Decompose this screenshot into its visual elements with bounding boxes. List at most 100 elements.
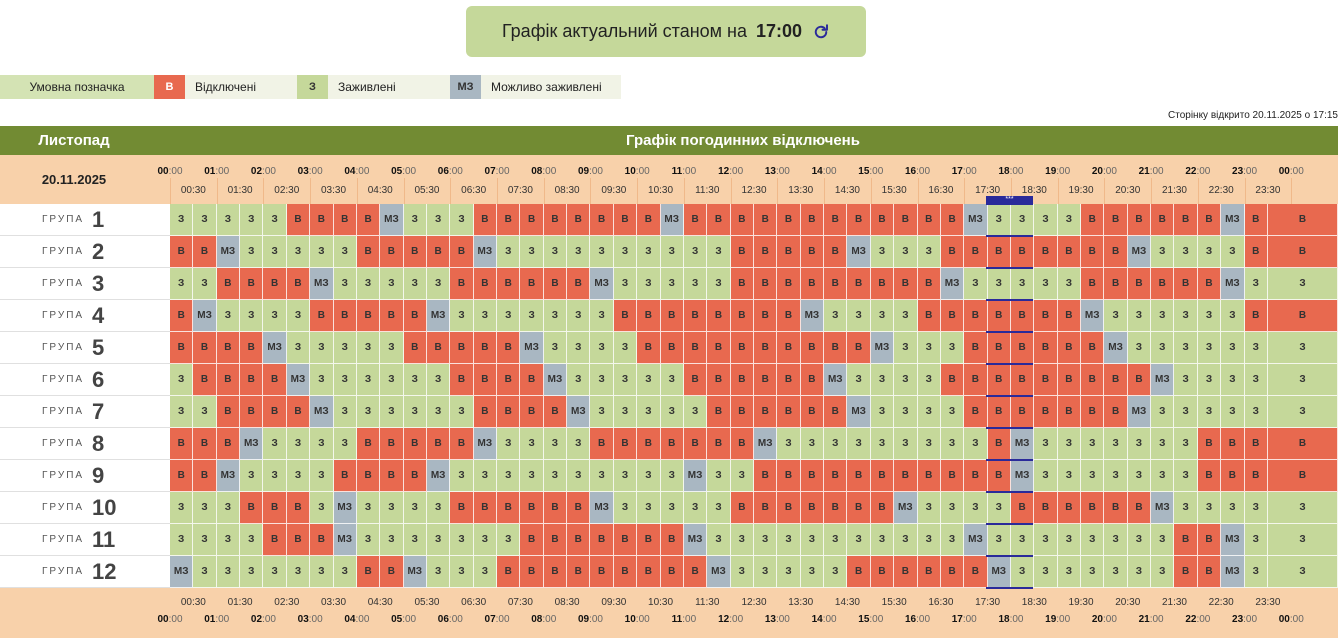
schedule-cell: В (1010, 492, 1035, 524)
schedule-cell: В (356, 204, 381, 236)
schedule-cell: З (567, 460, 591, 492)
schedule-cell: МЗ (683, 524, 708, 556)
schedule-cell: З (450, 524, 474, 556)
schedule-cell: З (824, 556, 848, 588)
schedule-cell: В (286, 492, 311, 524)
schedule-cell: З (730, 460, 754, 492)
hour-label-top: 16:00 (905, 166, 931, 177)
schedule-cell: З (426, 268, 451, 300)
half-hour-label-top: 17:30 (975, 185, 1001, 196)
schedule-cell: В (777, 396, 801, 428)
hour-tick-top (1010, 178, 1012, 204)
schedule-cell: З (1244, 524, 1268, 556)
schedule-cell: МЗ (263, 332, 287, 364)
schedule-cell: В (987, 364, 1011, 396)
schedule-cell: В (1127, 492, 1152, 524)
hour-tick-top (497, 178, 499, 204)
schedule-cell: В (964, 364, 988, 396)
schedule-cell: МЗ (847, 396, 871, 428)
schedule-cell: В (590, 524, 614, 556)
schedule-cell: З (1104, 300, 1128, 332)
schedule-cell: В (1081, 492, 1105, 524)
schedule-cell: З (170, 268, 194, 300)
schedule-cell: З (1267, 492, 1338, 524)
hour-label-top: 20:00 (1091, 166, 1117, 177)
schedule-cell: В (450, 236, 474, 268)
schedule-cell: З (707, 492, 731, 524)
schedule-cell: В (473, 396, 498, 428)
schedule-cell: В (777, 460, 801, 492)
group-number: 7 (92, 398, 105, 424)
schedule-cell: З (707, 524, 731, 556)
hour-tick-top (1244, 178, 1246, 204)
hour-tick-top (1151, 178, 1153, 204)
schedule-cell: З (426, 396, 451, 428)
hour-label-bottom: 20:00 (1091, 614, 1117, 625)
schedule-cell: З (964, 428, 988, 460)
schedule-cell: З (426, 364, 451, 396)
group-row: ГРУПА 1 З З З З З В В В В МЗ З З З В В В В В В В В МЗ В В В В В В В В В В… (0, 204, 1338, 236)
schedule-cell: В (567, 492, 591, 524)
half-hour-label-bottom: 15:30 (881, 597, 907, 608)
schedule-cell: З (380, 332, 404, 364)
hour-label-top: 14:00 (811, 166, 837, 177)
schedule-cell: В (613, 300, 638, 332)
half-hour-label-top: 08:30 (554, 185, 580, 196)
group-row: ГРУПА 3 З З В В В В МЗ З З З З З В В В В В В МЗ З З З З З В В В В В В В В… (0, 268, 1338, 300)
schedule-cell: В (1010, 332, 1035, 364)
schedule-cell: З (240, 524, 264, 556)
hour-label-bottom: 16:00 (905, 614, 931, 625)
schedule-cell: З (590, 236, 614, 268)
schedule-cell: В (800, 236, 825, 268)
schedule-cell: З (1244, 492, 1268, 524)
schedule-cell: З (497, 460, 521, 492)
schedule-cell: В (824, 204, 848, 236)
hour-label-top: 21:00 (1138, 166, 1164, 177)
schedule-cell: З (520, 300, 544, 332)
schedule-cell: В (637, 428, 661, 460)
hour-label-bottom: 09:00 (577, 614, 603, 625)
schedule-cell: В (590, 428, 614, 460)
schedule-cell: В (240, 492, 264, 524)
refresh-icon[interactable] (812, 23, 830, 41)
hour-label-bottom: 05:00 (391, 614, 417, 625)
schedule-cell: В (730, 332, 754, 364)
hour-label-top: 04:00 (344, 166, 370, 177)
schedule-cell: З (1221, 396, 1245, 428)
schedule-cell: В (1174, 268, 1198, 300)
schedule-cell: В (637, 204, 661, 236)
hour-label-top: 01:00 (204, 166, 230, 177)
schedule-cell: З (450, 460, 474, 492)
schedule-cell: В (567, 556, 591, 588)
group-word: ГРУПА (42, 470, 85, 481)
schedule-cell: В (1081, 364, 1105, 396)
schedule-cell: З (216, 492, 241, 524)
schedule-cell: З (1034, 268, 1058, 300)
schedule-cell: З (894, 524, 918, 556)
schedule-cell: З (333, 428, 357, 460)
schedule-cell: З (870, 300, 895, 332)
half-hour-label-bottom: 14:30 (834, 597, 860, 608)
schedule-cell: В (1197, 428, 1222, 460)
group-word: ГРУПА (42, 438, 85, 449)
schedule-cell: МЗ (590, 492, 614, 524)
half-hour-label-bottom: 22:30 (1208, 597, 1234, 608)
schedule-cell: В (707, 300, 731, 332)
schedule-cell: В (730, 492, 754, 524)
schedule-cell: З (567, 364, 591, 396)
half-hour-label-bottom: 00:30 (180, 597, 206, 608)
schedule-cell: З (1267, 332, 1338, 364)
schedule-cell: В (683, 332, 708, 364)
schedule-cell: В (216, 428, 241, 460)
schedule-cell: В (310, 524, 334, 556)
group-row: ГРУПА 8 В В В МЗ З З З З В В В В В МЗ З З З З В В В В В В В МЗ З З З З З… (0, 428, 1338, 460)
schedule-cell: З (1151, 236, 1175, 268)
schedule-cell: З (590, 300, 614, 332)
schedule-cell: З (1174, 332, 1198, 364)
schedule-cell: В (473, 492, 498, 524)
legend-title: Умовна позначка (0, 75, 154, 99)
schedule-cell: З (1174, 396, 1198, 428)
schedule-cell: З (870, 428, 895, 460)
schedule-cell: З (987, 268, 1011, 300)
schedule-cell: З (964, 492, 988, 524)
